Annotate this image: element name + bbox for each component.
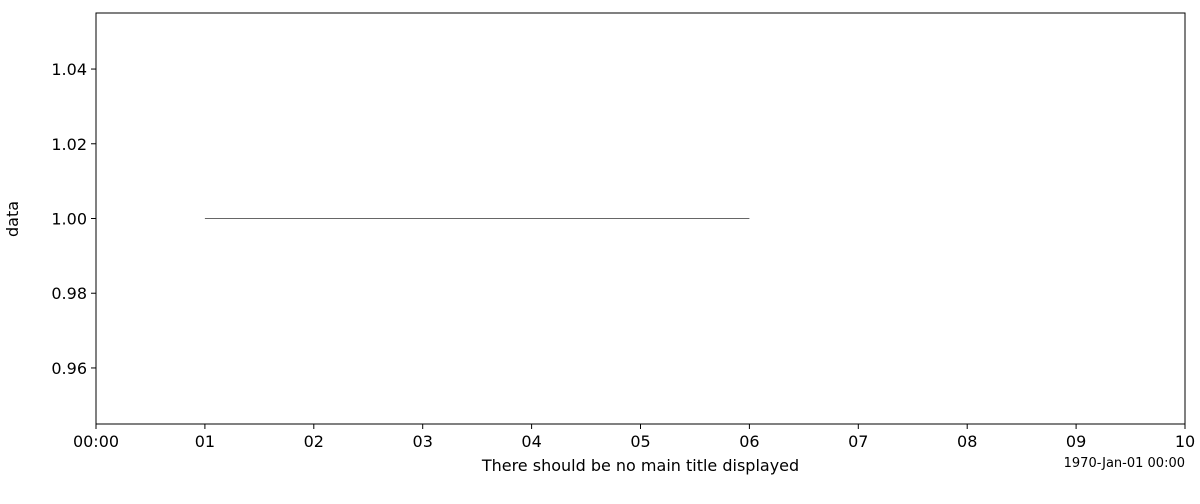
x-tick-label: 02 bbox=[304, 432, 324, 451]
x-offset-label: 1970-Jan-01 00:00 bbox=[1064, 456, 1185, 471]
x-tick-label: 06 bbox=[739, 432, 759, 451]
y-tick-label: 1.04 bbox=[51, 60, 87, 79]
x-tick-label: 07 bbox=[848, 432, 868, 451]
y-axis-label: data bbox=[3, 201, 22, 237]
x-tick-label: 10 bbox=[1175, 432, 1195, 451]
y-tick-label: 0.98 bbox=[51, 284, 87, 303]
x-tick-label: 05 bbox=[630, 432, 650, 451]
x-axis-label: There should be no main title displayed bbox=[481, 456, 799, 475]
y-tick-label: 1.00 bbox=[51, 210, 87, 229]
x-tick-label: 09 bbox=[1066, 432, 1086, 451]
x-tick-label: 08 bbox=[957, 432, 977, 451]
y-axis: 0.96 0.98 1.00 1.02 1.04 bbox=[51, 60, 96, 378]
x-tick-label: 01 bbox=[195, 432, 215, 451]
x-axis: 00:00 01 02 03 04 05 06 07 08 09 10 bbox=[73, 424, 1195, 451]
y-tick-label: 1.02 bbox=[51, 135, 87, 154]
x-tick-label: 04 bbox=[521, 432, 541, 451]
x-tick-label: 00:00 bbox=[73, 432, 119, 451]
y-tick-label: 0.96 bbox=[51, 359, 87, 378]
x-tick-label: 03 bbox=[413, 432, 433, 451]
